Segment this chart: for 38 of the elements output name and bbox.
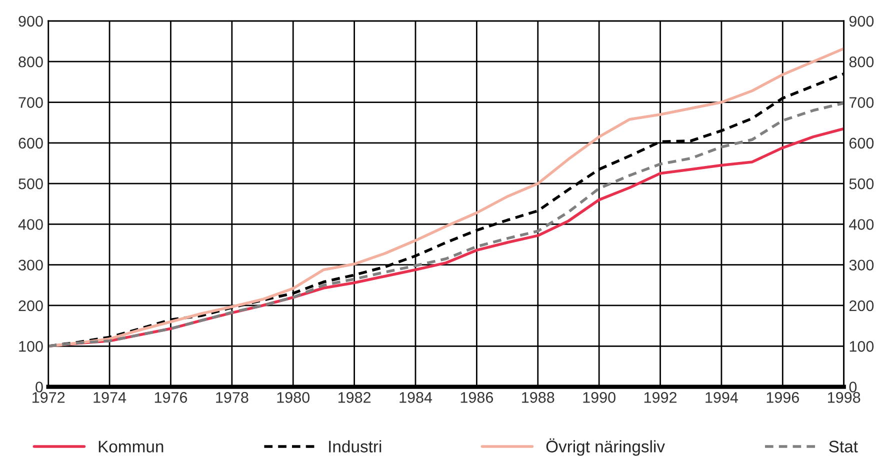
y-tick-label: 400 (18, 219, 43, 230)
y-tick-label: 700 (18, 97, 43, 108)
x-tick-label: 1980 (277, 392, 310, 403)
y2-tick-label: 300 (849, 260, 874, 271)
x-tick-label: 1988 (522, 392, 554, 403)
y-tick-label: 200 (18, 300, 43, 312)
legend-label: Stat (829, 440, 858, 452)
y2-tick-label: 500 (849, 178, 874, 190)
y2-tick-label: 100 (850, 341, 874, 352)
y2-tick-label: 700 (849, 97, 874, 108)
y2-tick-label: 0 (849, 382, 857, 392)
x-tick-label: 1998 (828, 392, 860, 403)
x-tick-label: 1994 (706, 392, 738, 403)
y2-tick-label: 200 (849, 300, 874, 312)
y2-tick-label: 400 (849, 219, 874, 230)
legend-label: Industri (329, 440, 382, 452)
y-tick-label: 900 (18, 16, 43, 27)
y-tick-label: 500 (18, 178, 43, 190)
y2-tick-label: 600 (849, 138, 874, 149)
x-tick-label: 1974 (94, 392, 126, 403)
x-tick-label: 1984 (400, 392, 432, 403)
y-tick-label: 0 (36, 382, 43, 392)
x-tick-label: 1978 (216, 392, 248, 403)
y2-tick-label: 900 (849, 16, 874, 27)
x-tick-label: 1982 (338, 392, 371, 403)
y-tick-label: 600 (18, 138, 43, 149)
x-tick-label: 1992 (644, 392, 676, 403)
y2-tick-label: 800 (849, 56, 874, 68)
x-tick-label: 1990 (583, 392, 616, 403)
legend-label: Kommun (98, 440, 164, 452)
x-tick-label: 1996 (766, 392, 799, 403)
x-tick-label: 1986 (460, 392, 494, 403)
x-tick-label: 1976 (154, 392, 188, 403)
y-tick-label: 800 (18, 56, 43, 68)
y-tick-label: 100 (19, 341, 43, 352)
x-tick-label: 1972 (32, 392, 65, 403)
y-tick-label: 300 (18, 260, 43, 271)
legend-label: Övrigt näringsliv (546, 438, 665, 456)
